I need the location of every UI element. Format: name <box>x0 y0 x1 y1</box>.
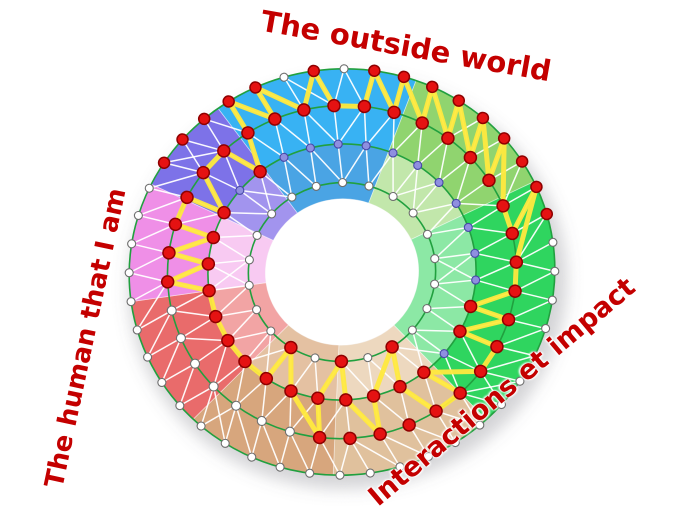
wheel-diagram <box>124 64 567 489</box>
canvas: The outside world The human that I am In… <box>39 3 642 511</box>
